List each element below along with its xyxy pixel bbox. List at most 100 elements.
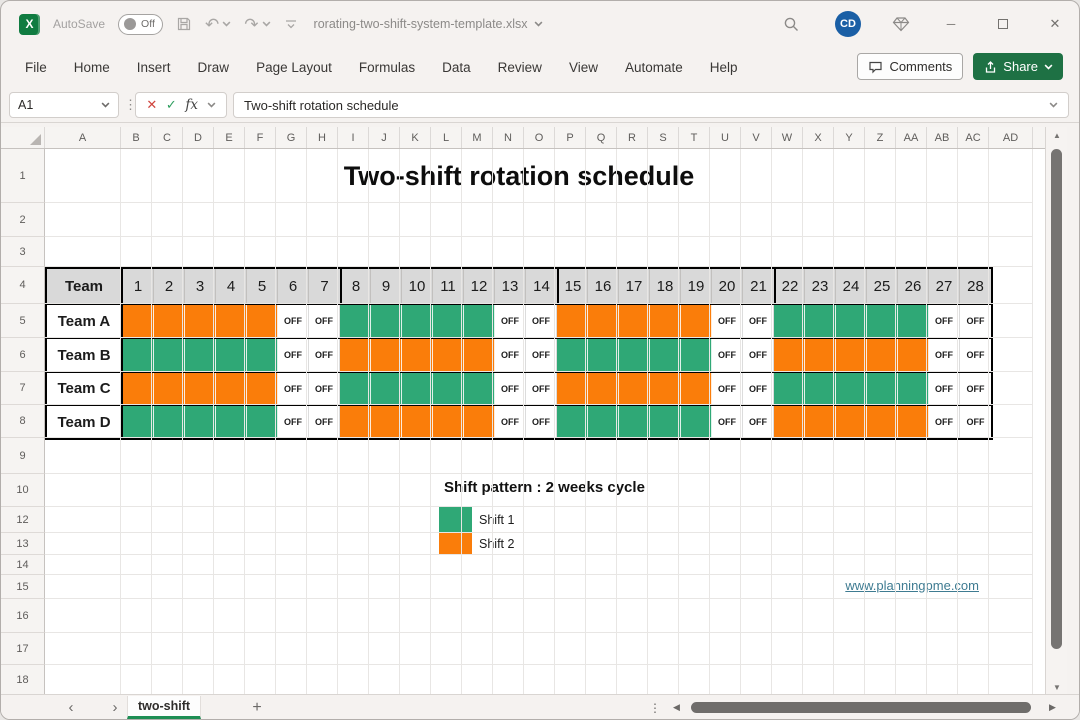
grid-cell-M12[interactable] bbox=[462, 507, 493, 533]
grid-cell-V1[interactable] bbox=[741, 149, 772, 203]
grid-cell-E6[interactable] bbox=[214, 338, 245, 372]
grid-cell-T12[interactable] bbox=[679, 507, 710, 533]
schedule-cell[interactable]: OFF bbox=[960, 339, 991, 371]
grid-cell-J2[interactable] bbox=[369, 203, 400, 237]
grid-cell-W9[interactable] bbox=[772, 438, 803, 474]
grid-cell-A14[interactable] bbox=[45, 555, 121, 575]
grid-cell-L14[interactable] bbox=[431, 555, 462, 575]
grid-cell-Y12[interactable] bbox=[834, 507, 865, 533]
grid-cell-P14[interactable] bbox=[555, 555, 586, 575]
grid-cell-K1[interactable] bbox=[400, 149, 431, 203]
grid-cell-F9[interactable] bbox=[245, 438, 276, 474]
team-name-cell[interactable]: Team D bbox=[47, 406, 123, 438]
grid-cell-Q5[interactable] bbox=[586, 304, 617, 338]
grid-cell-R18[interactable] bbox=[617, 665, 648, 696]
grid-cell-L18[interactable] bbox=[431, 665, 462, 696]
schedule-cell[interactable]: OFF bbox=[495, 373, 526, 404]
grid-cell-AD8[interactable] bbox=[989, 405, 1033, 438]
column-header-K[interactable]: K bbox=[400, 127, 431, 148]
grid-cell-K8[interactable] bbox=[400, 405, 431, 438]
grid-cell-O4[interactable] bbox=[524, 267, 555, 304]
schedule-cell[interactable] bbox=[774, 406, 805, 438]
vertical-scroll-thumb[interactable] bbox=[1051, 149, 1062, 649]
grid-cell-L8[interactable] bbox=[431, 405, 462, 438]
grid-cell-I12[interactable] bbox=[338, 507, 369, 533]
grid-cell-K15[interactable] bbox=[400, 575, 431, 599]
grid-cell-U18[interactable] bbox=[710, 665, 741, 696]
grid-cell-L7[interactable] bbox=[431, 372, 462, 405]
grid-cell-T6[interactable] bbox=[679, 338, 710, 372]
grid-cell-Y17[interactable] bbox=[834, 633, 865, 665]
grid-cell-O18[interactable] bbox=[524, 665, 555, 696]
column-header-AA[interactable]: AA bbox=[896, 127, 927, 148]
schedule-cell[interactable] bbox=[836, 406, 867, 438]
grid-cell-J18[interactable] bbox=[369, 665, 400, 696]
column-header-V[interactable]: V bbox=[741, 127, 772, 148]
excel-app-icon[interactable]: X bbox=[19, 13, 40, 35]
grid-cell-V7[interactable] bbox=[741, 372, 772, 405]
grid-cell-B3[interactable] bbox=[121, 237, 152, 267]
schedule-cell[interactable] bbox=[774, 339, 805, 371]
schedule-cell[interactable] bbox=[123, 406, 154, 438]
schedule-cell[interactable] bbox=[557, 305, 588, 337]
grid-cell-V3[interactable] bbox=[741, 237, 772, 267]
grid-cell-G12[interactable] bbox=[276, 507, 307, 533]
grid-cell-Q15[interactable] bbox=[586, 575, 617, 599]
grid-cell-M18[interactable] bbox=[462, 665, 493, 696]
column-header-T[interactable]: T bbox=[679, 127, 710, 148]
day-header-14[interactable]: 14 bbox=[533, 277, 550, 295]
grid-cell-AB10[interactable] bbox=[927, 474, 958, 507]
undo-icon[interactable]: ↶ bbox=[205, 14, 220, 34]
grid-cell-U6[interactable] bbox=[710, 338, 741, 372]
grid-cell-W17[interactable] bbox=[772, 633, 803, 665]
grid-cell-X18[interactable] bbox=[803, 665, 834, 696]
grid-cell-R16[interactable] bbox=[617, 599, 648, 633]
row-header-2[interactable]: 2 bbox=[1, 203, 45, 237]
schedule-cell[interactable] bbox=[433, 373, 464, 404]
schedule-cell[interactable]: OFF bbox=[712, 305, 743, 337]
schedule-cell[interactable] bbox=[650, 406, 681, 438]
grid-cell-R8[interactable] bbox=[617, 405, 648, 438]
grid-cell-B14[interactable] bbox=[121, 555, 152, 575]
grid-cell-J4[interactable] bbox=[369, 267, 400, 304]
day-header-24[interactable]: 24 bbox=[836, 269, 867, 303]
day-header-10[interactable]: 10 bbox=[402, 269, 433, 303]
grid-cell-D5[interactable] bbox=[183, 304, 214, 338]
grid-cell-L6[interactable] bbox=[431, 338, 462, 372]
grid-cell-O17[interactable] bbox=[524, 633, 555, 665]
grid-cell-G13[interactable] bbox=[276, 533, 307, 555]
grid-cell-G1[interactable] bbox=[276, 149, 307, 203]
grid-cell-K4[interactable] bbox=[400, 267, 431, 304]
grid-cell-A7[interactable] bbox=[45, 372, 121, 405]
grid-cell-Y2[interactable] bbox=[834, 203, 865, 237]
grid-cell-N16[interactable] bbox=[493, 599, 524, 633]
schedule-cell[interactable]: OFF bbox=[712, 373, 743, 404]
row-header-1[interactable]: 1 bbox=[1, 149, 45, 203]
grid-cell-D15[interactable] bbox=[183, 575, 214, 599]
ribbon-tab-home[interactable]: Home bbox=[73, 59, 110, 75]
schedule-cell[interactable] bbox=[371, 373, 402, 404]
grid-cell-AB2[interactable] bbox=[927, 203, 958, 237]
autosave-toggle[interactable]: Off bbox=[118, 13, 164, 35]
schedule-cell[interactable] bbox=[805, 406, 836, 438]
grid-cell-R2[interactable] bbox=[617, 203, 648, 237]
schedule-cell[interactable]: OFF bbox=[495, 305, 526, 337]
grid-cell-V17[interactable] bbox=[741, 633, 772, 665]
grid-cell-AA14[interactable] bbox=[896, 555, 927, 575]
grid-cell-J3[interactable] bbox=[369, 237, 400, 267]
grid-cell-V4[interactable] bbox=[741, 267, 772, 304]
schedule-cell[interactable]: OFF bbox=[743, 305, 774, 337]
grid-cell-I15[interactable] bbox=[338, 575, 369, 599]
column-header-J[interactable]: J bbox=[369, 127, 400, 148]
schedule-cell[interactable] bbox=[588, 373, 619, 404]
grid-cell-K3[interactable] bbox=[400, 237, 431, 267]
day-header-9[interactable]: 9 bbox=[371, 269, 402, 303]
grid-cell-Q18[interactable] bbox=[586, 665, 617, 696]
grid-cell-Y1[interactable] bbox=[834, 149, 865, 203]
schedule-cell[interactable]: OFF bbox=[712, 406, 743, 438]
grid-cell-Z10[interactable] bbox=[865, 474, 896, 507]
grid-cell-AC4[interactable] bbox=[958, 267, 989, 304]
schedule-cell[interactable] bbox=[805, 305, 836, 337]
schedule-cell[interactable] bbox=[371, 406, 402, 438]
grid-cell-AD2[interactable] bbox=[989, 203, 1033, 237]
